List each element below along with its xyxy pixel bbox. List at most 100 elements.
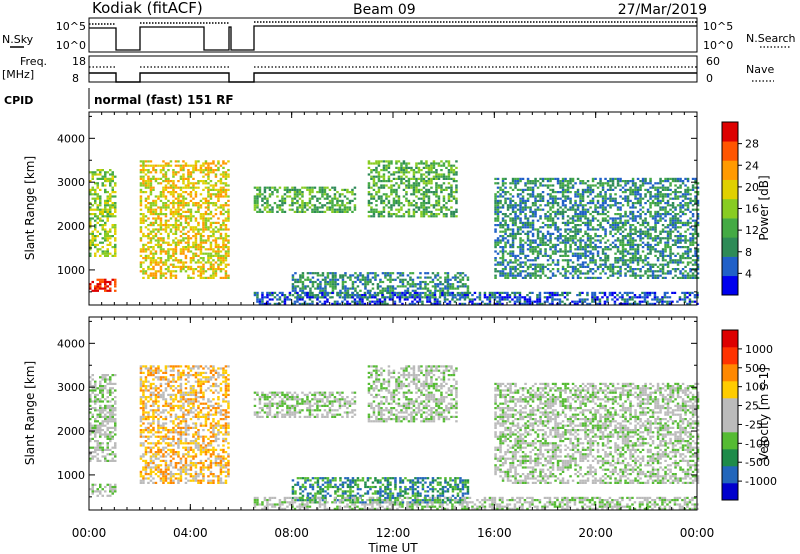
data-cell — [556, 217, 560, 220]
data-cell — [106, 230, 109, 233]
data-cell — [636, 199, 640, 202]
data-cell — [329, 283, 332, 286]
data-cell — [674, 219, 677, 222]
data-cell — [579, 270, 582, 273]
data-cell — [534, 250, 537, 253]
data-cell — [659, 237, 662, 240]
data-cell — [336, 294, 339, 297]
data-cell — [411, 302, 414, 305]
data-cell — [541, 221, 545, 224]
data-cell — [177, 213, 180, 216]
data-cell — [601, 197, 605, 200]
data-cell — [564, 276, 567, 279]
data-cell — [624, 261, 627, 264]
data-cell — [649, 177, 652, 180]
data-cell — [659, 219, 662, 222]
data-cell — [661, 217, 665, 220]
data-cell — [586, 243, 590, 246]
data-cell — [227, 210, 230, 213]
data-cell — [154, 219, 158, 222]
data-cell — [601, 259, 605, 262]
data-cell — [521, 188, 525, 191]
data-cell — [574, 237, 577, 240]
data-cell — [169, 276, 173, 279]
data-cell — [204, 276, 208, 279]
data-cell — [199, 270, 203, 273]
data-cell — [403, 294, 407, 297]
data-cell — [157, 224, 160, 227]
data-cell — [142, 248, 145, 251]
data-cell — [616, 248, 620, 251]
data-cell — [214, 184, 218, 187]
data-cell — [594, 210, 597, 213]
data-cell — [437, 197, 441, 200]
data-cell — [144, 206, 148, 209]
data-cell — [435, 177, 438, 180]
data-cell — [227, 169, 230, 172]
data-cell — [669, 235, 672, 238]
data-cell — [343, 296, 347, 299]
data-cell — [189, 226, 193, 229]
data-cell — [147, 177, 150, 180]
data-cell — [291, 204, 294, 207]
data-cell — [579, 254, 582, 257]
data-cell — [496, 224, 500, 227]
data-cell — [169, 243, 173, 246]
data-cell — [273, 291, 277, 294]
data-cell — [624, 197, 627, 200]
data-cell — [466, 278, 470, 281]
data-cell — [674, 177, 677, 180]
data-cell — [207, 173, 210, 176]
data-cell — [644, 193, 647, 196]
data-cell — [405, 191, 408, 194]
data-cell — [681, 221, 685, 224]
data-cell — [91, 213, 94, 216]
data-cell — [207, 188, 210, 191]
data-cell — [139, 191, 143, 194]
data-cell — [109, 204, 112, 207]
data-cell — [526, 193, 530, 196]
data-cell — [179, 195, 183, 198]
data-cell — [202, 175, 205, 178]
data-cell — [579, 257, 582, 260]
data-cell — [536, 243, 540, 246]
data-cell — [293, 197, 297, 200]
data-cell — [684, 252, 687, 255]
data-cell — [646, 252, 650, 255]
data-cell — [634, 215, 637, 218]
data-cell — [511, 241, 515, 244]
data-cell — [694, 199, 697, 202]
data-cell — [96, 208, 99, 211]
data-cell — [370, 171, 373, 174]
data-cell — [263, 302, 267, 305]
data-cell — [514, 215, 517, 218]
data-cell — [139, 160, 143, 163]
data-cell — [154, 171, 158, 174]
data-cell — [157, 228, 160, 231]
data-cell — [212, 272, 215, 275]
data-cell — [306, 204, 309, 207]
data-cell — [596, 224, 600, 227]
data-cell — [209, 230, 213, 233]
data-cell — [450, 169, 453, 172]
data-cell — [169, 184, 173, 187]
data-cell — [629, 252, 632, 255]
data-cell — [390, 173, 393, 176]
data-cell — [581, 180, 585, 183]
data-cell — [291, 283, 295, 286]
data-cell — [404, 289, 407, 292]
data-cell — [561, 204, 565, 207]
data-cell — [551, 221, 555, 224]
data-cell — [204, 160, 208, 163]
data-cell — [389, 274, 392, 277]
data-cell — [629, 232, 632, 235]
data-cell — [261, 296, 264, 299]
data-cell — [393, 302, 397, 305]
data-cell — [380, 160, 383, 163]
data-cell — [109, 195, 112, 198]
data-cell — [106, 239, 109, 242]
data-cell — [384, 287, 387, 290]
data-cell — [381, 272, 385, 275]
data-cell — [202, 215, 205, 218]
data-cell — [142, 166, 145, 169]
